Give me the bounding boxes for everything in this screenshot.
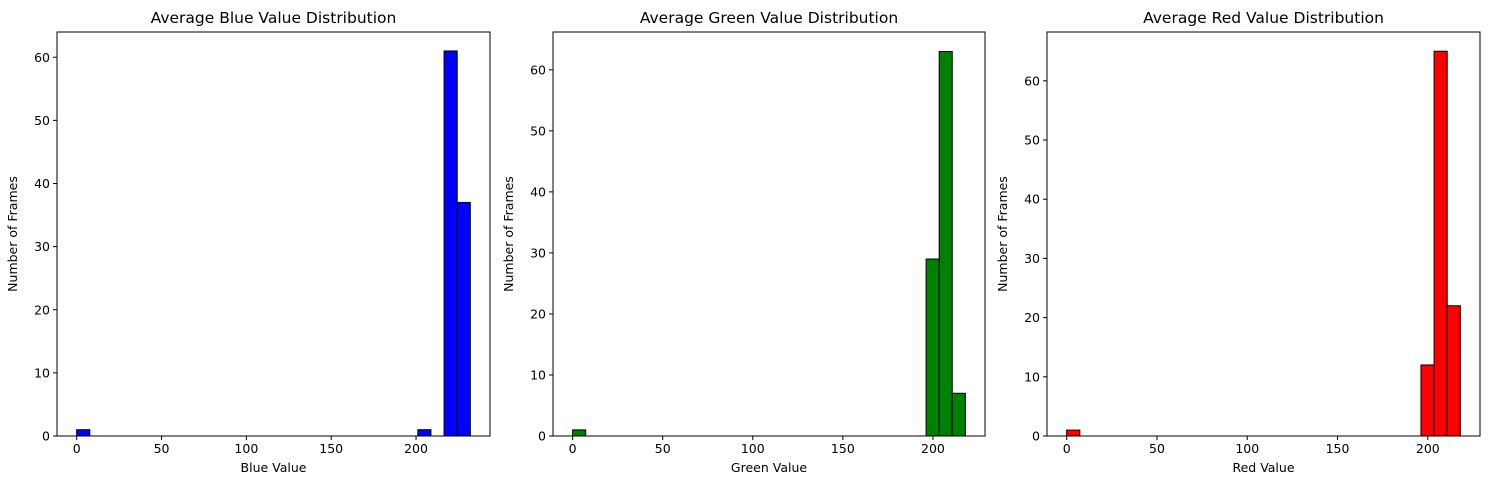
blue-histogram-bar (443, 50, 458, 437)
green-y-axis-label: Number of Frames (501, 176, 516, 292)
red-x-tick-label: 100 (1235, 441, 1259, 456)
green-x-tick-label: 0 (569, 441, 577, 456)
red-y-tick-label: 50 (1024, 133, 1040, 148)
red-y-tick-label: 40 (1024, 192, 1040, 207)
green-x-tick-label: 50 (655, 441, 671, 456)
blue-histogram-panel: 0 50 100 150 200 0 10 20 30 40 50 60 Average Blue Va… (5, 9, 491, 475)
green-histogram-bar (938, 51, 953, 437)
red-histogram-panel: 0 50 100 150 200 0 10 20 30 40 50 60 Average Red Val… (995, 9, 1481, 475)
green-y-tick-label: 60 (530, 62, 546, 77)
red-x-tick-label: 50 (1149, 441, 1165, 456)
red-histogram-bar (1433, 50, 1448, 437)
blue-y-tick-label: 0 (42, 429, 50, 444)
green-histogram-bar (951, 392, 966, 437)
red-y-tick-label: 60 (1024, 73, 1040, 88)
red-x-tick-label: 150 (1326, 441, 1350, 456)
red-histogram-bar (1420, 364, 1435, 437)
blue-y-tick-label: 20 (34, 302, 50, 317)
green-x-tick-label: 100 (741, 441, 765, 456)
blue-y-tick-label: 10 (34, 365, 50, 380)
red-x-tick-label: 200 (1416, 441, 1440, 456)
green-histogram-bar (925, 258, 940, 437)
red-plot-frame (1046, 31, 1481, 437)
green-y-tick-label: 10 (530, 367, 546, 382)
blue-y-axis-label: Number of Frames (5, 176, 20, 292)
blue-y-tick-label: 30 (34, 239, 50, 254)
green-y-tick-label: 30 (530, 245, 546, 260)
blue-y-tick-label: 60 (34, 50, 50, 65)
blue-histogram-bar (76, 429, 91, 437)
blue-y-tick-label: 40 (34, 176, 50, 191)
blue-histogram-bar (456, 201, 471, 437)
blue-x-axis-label: Blue Value (241, 460, 307, 475)
green-plot-frame (552, 31, 986, 437)
green-y-tick-label: 50 (530, 123, 546, 138)
red-y-axis-label: Number of Frames (995, 176, 1010, 292)
green-chart-title: Average Green Value Distribution (640, 9, 898, 27)
blue-y-tick-label: 50 (34, 113, 50, 128)
blue-plot-frame (56, 31, 491, 437)
blue-x-tick-label: 150 (319, 441, 343, 456)
green-histogram-panel: 0 50 100 150 200 0 10 20 30 40 50 60 Average Green V… (501, 9, 986, 475)
green-x-tick-label: 200 (921, 441, 945, 456)
blue-x-tick-label: 100 (234, 441, 258, 456)
red-histogram-bar (1446, 305, 1461, 437)
blue-x-tick-label: 50 (154, 441, 170, 456)
blue-histogram-bar (417, 429, 432, 437)
blue-x-tick-label: 200 (404, 441, 428, 456)
red-chart-title: Average Red Value Distribution (1143, 9, 1384, 27)
red-y-tick-label: 30 (1024, 251, 1040, 266)
red-x-tick-label: 0 (1063, 441, 1071, 456)
red-y-tick-label: 20 (1024, 310, 1040, 325)
red-x-axis-label: Red Value (1232, 460, 1294, 475)
green-x-tick-label: 150 (831, 441, 855, 456)
blue-x-tick-label: 0 (73, 441, 81, 456)
green-histogram-bar (572, 429, 587, 437)
green-y-tick-label: 40 (530, 184, 546, 199)
green-x-axis-label: Green Value (731, 460, 807, 475)
green-y-tick-label: 0 (538, 429, 546, 444)
blue-chart-title: Average Blue Value Distribution (151, 9, 397, 27)
red-y-tick-label: 0 (1032, 429, 1040, 444)
red-y-tick-label: 10 (1024, 369, 1040, 384)
red-histogram-bar (1066, 429, 1081, 437)
green-y-tick-label: 20 (530, 306, 546, 321)
